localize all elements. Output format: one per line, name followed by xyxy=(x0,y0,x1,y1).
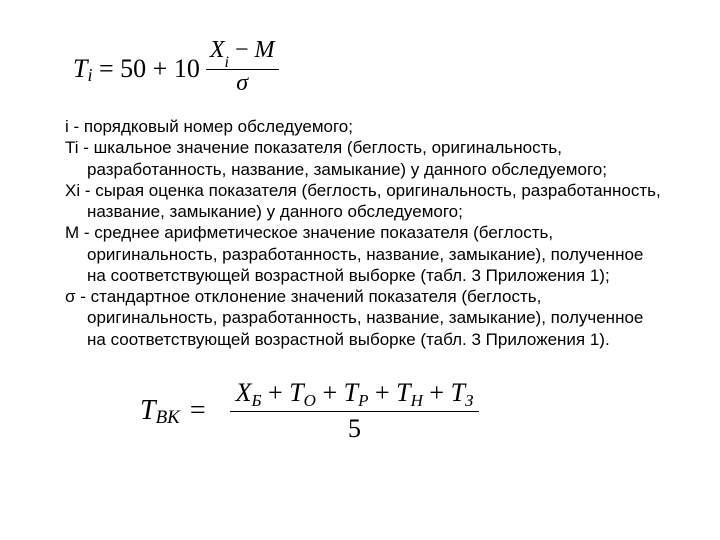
const-50: 50 xyxy=(120,54,146,84)
term-xb: XБ xyxy=(236,378,262,407)
term-tn: TН xyxy=(396,378,423,407)
sub-i: i xyxy=(87,65,92,86)
const-10: 10 xyxy=(174,54,200,84)
plus2: + xyxy=(322,378,343,407)
term-tr: TР xyxy=(344,378,369,407)
denominator-1: σ xyxy=(232,70,252,96)
formula-tvk: TВК = XБ + TО + TР + TН + TЗ 5 xyxy=(140,378,665,444)
var-T: T xyxy=(73,54,87,84)
def-ti: Ti - шкальное значение показателя (бегло… xyxy=(65,137,665,180)
fraction-1: Xi − M σ xyxy=(206,38,279,96)
def-m: M - среднее арифметическое значение пока… xyxy=(65,222,665,286)
minus: − xyxy=(235,37,255,63)
plus1: + xyxy=(268,378,289,407)
numerator-2: XБ + TО + TР + TН + TЗ xyxy=(230,378,480,412)
denominator-2: 5 xyxy=(348,412,361,444)
equals: = xyxy=(92,54,120,84)
plus3: + xyxy=(375,378,396,407)
fraction-2: XБ + TО + TР + TН + TЗ 5 xyxy=(230,378,480,444)
definitions-block: i - порядковый номер обследуемого; Ti - … xyxy=(65,116,665,350)
var-M: M xyxy=(255,37,275,63)
formula-ti-lhs: Ti = 50 + 10 xyxy=(73,54,200,84)
equals2: = xyxy=(190,395,206,427)
def-sigma: σ - стандартное отклонение значений пока… xyxy=(65,286,665,350)
plus4: + xyxy=(429,378,450,407)
sub-vk: ВК xyxy=(156,407,180,429)
var-T2: T xyxy=(140,395,156,427)
plus: + xyxy=(146,54,174,84)
var-X: X xyxy=(210,37,225,63)
def-xi: Xi - сырая оценка показателя (беглость, … xyxy=(65,180,665,223)
formula-ti: Ti = 50 + 10 Xi − M σ xyxy=(73,40,665,98)
term-to: TО xyxy=(289,378,316,407)
term-tz: TЗ xyxy=(451,378,474,407)
numerator-1: Xi − M xyxy=(206,38,279,70)
def-i: i - порядковый номер обследуемого; xyxy=(65,116,665,137)
sub-i2: i xyxy=(225,54,229,71)
